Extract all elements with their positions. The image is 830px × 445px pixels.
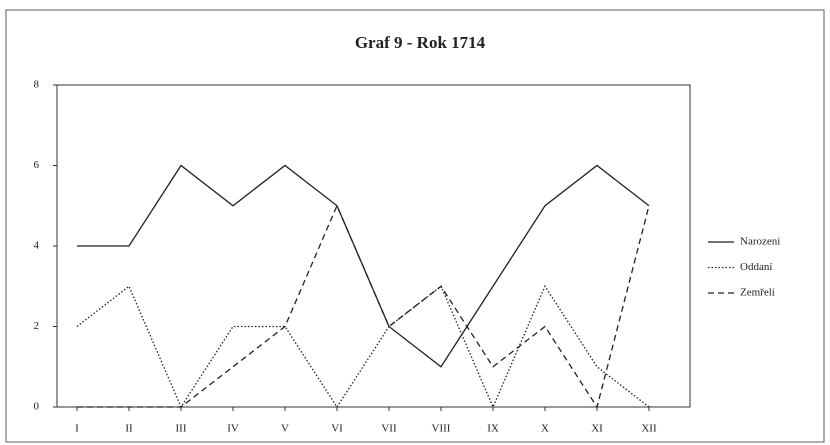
x-tick-label: VIII [432,423,451,435]
series-line [76,284,650,409]
legend-label: Zemřelí [740,287,775,299]
y-tick-label: 8 [34,79,40,91]
legend-label: Oddaní [740,261,772,273]
x-tick-label: XI [591,423,603,435]
y-tick-label: 0 [34,401,40,413]
chart-title: Graf 9 - Rok 1714 [355,33,486,52]
y-tick-label: 4 [34,240,40,252]
x-tick-label: II [125,423,133,435]
x-tick-label: I [75,423,79,435]
x-tick-label: XII [641,423,657,435]
x-tick-label: III [176,423,187,435]
y-tick-label: 6 [34,159,40,171]
x-tick-label: VI [331,423,343,435]
x-tick-label: X [541,423,549,435]
plot-frame [56,84,691,408]
x-tick-label: V [281,423,289,435]
x-tick-label: IX [487,423,499,435]
y-tick-label: 2 [34,320,40,332]
series-line [77,204,650,409]
legend-label: Narození [740,236,780,248]
outer-frame [5,9,825,443]
x-tick-label: IV [227,423,239,435]
x-tick-label: VII [381,423,397,435]
